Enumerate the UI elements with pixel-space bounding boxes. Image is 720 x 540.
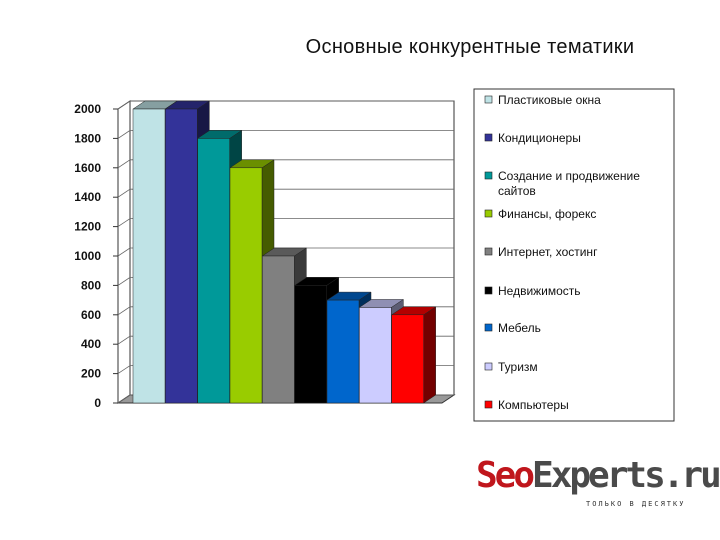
- logo-wordmark: SeoExperts.ru: [476, 455, 720, 496]
- bar-front: [165, 108, 198, 404]
- legend-label: Кондиционеры: [498, 131, 581, 145]
- bar-front: [391, 314, 424, 404]
- legend-item: Кондиционеры: [484, 131, 581, 145]
- gridline: [117, 277, 454, 286]
- gridline: [117, 100, 454, 110]
- legend-swatch: [484, 209, 493, 218]
- legend-item: Недвижимость: [484, 284, 581, 298]
- y-tick-label: 0: [94, 396, 101, 410]
- bars: [132, 100, 437, 404]
- chart-title: Основные конкурентные тематики: [305, 36, 635, 58]
- legend-label: Финансы, форекс: [498, 207, 596, 221]
- bar-front: [262, 255, 295, 404]
- legend-item: Интернет, хостинг: [484, 245, 598, 259]
- seoexperts-logo: SeoExperts.ru ТОЛЬКО В ДЕСЯТКУ: [476, 456, 720, 512]
- y-tick-label: 1400: [74, 190, 101, 204]
- legend-item: Туризм: [484, 360, 538, 374]
- y-tick-label: 2000: [74, 102, 101, 116]
- legend-swatch: [484, 133, 493, 142]
- logo-seo: Seo: [476, 455, 535, 496]
- legend-swatch: [484, 171, 493, 180]
- legend-swatch: [484, 247, 493, 256]
- y-tick-label: 1600: [74, 161, 101, 175]
- legend-label: Туризм: [498, 360, 538, 374]
- bar: [390, 306, 437, 404]
- legend-label: Недвижимость: [498, 284, 581, 298]
- legend-label: Пластиковые окна: [498, 93, 601, 107]
- bar-front: [132, 108, 166, 404]
- gridline: [117, 218, 454, 227]
- gridline: [117, 247, 454, 257]
- logo-experts: Experts.ru: [532, 455, 720, 496]
- bar-front: [359, 307, 392, 404]
- legend-label: Создание и продвижение сайтов: [498, 169, 640, 198]
- logo-tagline: ТОЛЬКО В ДЕСЯТКУ: [586, 500, 686, 508]
- legend-item: Создание и продвижение сайтов: [484, 169, 640, 198]
- legend-item: Финансы, форекс: [484, 207, 596, 221]
- gridline: [117, 188, 454, 198]
- y-tick-label: 1200: [74, 220, 101, 234]
- gridline: [117, 130, 454, 139]
- y-tick-label: 800: [81, 278, 101, 292]
- legend-label: Мебель: [498, 321, 541, 335]
- y-tick-label: 600: [81, 308, 101, 322]
- y-tick-label: 1000: [74, 249, 101, 263]
- legend-label: Компьютеры: [498, 398, 569, 412]
- gridline: [117, 159, 454, 169]
- legend-swatch: [484, 362, 493, 371]
- legend-label: Интернет, хостинг: [498, 245, 598, 259]
- bar-front: [326, 299, 360, 404]
- bar-side: [423, 306, 436, 404]
- legend-swatch: [484, 400, 493, 409]
- legend-item: Мебель: [484, 321, 541, 335]
- legend-box: [473, 88, 675, 422]
- legend-swatch: [484, 286, 493, 295]
- legend: Пластиковые окна Кондиционеры Создание и п…: [473, 88, 675, 422]
- bar-front: [294, 285, 327, 404]
- bar-front: [197, 138, 230, 404]
- legend-item: Компьютеры: [484, 398, 569, 412]
- y-tick-label: 1800: [74, 131, 101, 145]
- bar-front: [229, 167, 263, 404]
- legend-swatch: [484, 95, 493, 104]
- y-tick-label: 400: [81, 337, 101, 351]
- y-tick-label: 200: [81, 367, 101, 381]
- legend-item: Пластиковые окна: [484, 93, 601, 107]
- legend-swatch: [484, 323, 493, 332]
